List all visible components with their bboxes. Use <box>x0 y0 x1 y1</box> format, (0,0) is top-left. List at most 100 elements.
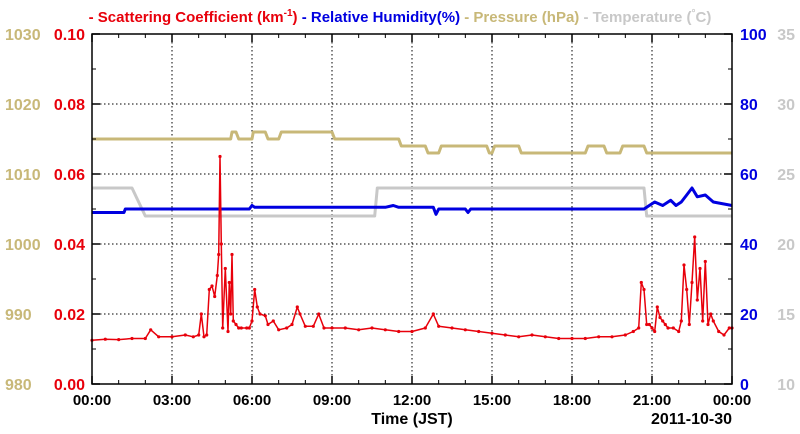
scattering-point <box>639 280 643 285</box>
pressure-tick-label: 980 <box>5 377 32 394</box>
scattering-point <box>143 336 147 341</box>
series-line-temperature <box>92 186 732 218</box>
legend-temperature: - Temperature (°C) <box>583 8 712 26</box>
x-tick-label: 12:00 <box>393 392 431 409</box>
scattering-point <box>149 328 153 332</box>
scattering-point <box>597 335 601 339</box>
humidity-tick-label: 100 <box>740 27 767 44</box>
scattering-point <box>103 337 107 341</box>
scattering-point <box>663 322 667 327</box>
scattering-tick-label: 0.04 <box>54 237 85 254</box>
scattering-point <box>202 335 206 339</box>
scattering-point <box>253 287 257 292</box>
scattering-point <box>218 154 222 159</box>
scattering-point <box>530 333 534 337</box>
scattering-point <box>637 326 641 330</box>
scattering-point <box>234 322 238 327</box>
scattering-point <box>450 326 454 330</box>
pressure-tick-label: 1030 <box>5 27 41 44</box>
temperature-tick-label: 25 <box>777 167 795 184</box>
series-line-scattering <box>91 155 732 342</box>
scattering-point <box>303 324 307 328</box>
scattering-point <box>237 326 241 330</box>
scattering-point <box>271 319 275 323</box>
scattering-point <box>258 312 262 316</box>
scattering-point <box>157 335 161 339</box>
pressure-tick-label: 1020 <box>5 97 41 114</box>
scattering-point <box>477 329 481 334</box>
label-group: 00:00 03:00 06:00 09:00 12:00 15:00 18:00 21:00… <box>5 27 795 428</box>
scattering-point <box>191 335 195 339</box>
pressure-tick-label: 1010 <box>5 167 41 184</box>
series-group <box>90 130 734 342</box>
scattering-point <box>631 329 635 334</box>
x-tick-label: 00:00 <box>713 392 751 409</box>
scattering-point <box>490 331 494 335</box>
scattering-point <box>709 312 713 316</box>
scattering-point <box>687 322 691 327</box>
scattering-point <box>666 326 670 330</box>
scattering-point <box>717 329 721 334</box>
scattering-point <box>658 315 662 320</box>
scattering-point <box>266 322 270 327</box>
scattering-point <box>298 312 302 316</box>
scattering-point <box>277 328 281 332</box>
scattering-tick-label: 0.00 <box>54 377 85 394</box>
scattering-tick-label: 0.02 <box>54 307 85 324</box>
scattering-point <box>210 284 214 288</box>
legend-scattering: - Scattering Coefficient (km-1) <box>88 8 298 26</box>
x-tick-label: 06:00 <box>233 392 271 409</box>
scattering-point <box>255 305 259 309</box>
scattering-point <box>197 333 201 337</box>
scattering-point <box>679 319 683 323</box>
legend-pressure: - Pressure (hPa) <box>464 9 580 26</box>
pressure-tick-label: 1000 <box>5 237 41 254</box>
scattering-point <box>183 333 187 337</box>
scattering-tick-label: 0.10 <box>54 27 85 44</box>
humidity-tick-label: 60 <box>740 167 758 184</box>
scattering-point <box>557 336 561 341</box>
legend: - Scattering Coefficient (km-1) - Relati… <box>0 4 800 28</box>
grid <box>92 34 732 384</box>
scattering-point <box>357 328 361 332</box>
humidity-tick-label: 40 <box>740 237 758 254</box>
scattering-point <box>645 322 649 327</box>
scattering-point <box>722 333 726 337</box>
scattering-point <box>221 326 225 330</box>
scattering-point <box>223 266 227 271</box>
scattering-point <box>295 305 299 309</box>
scattering-point <box>711 319 715 323</box>
scattering-point <box>682 263 686 267</box>
scattering-point <box>311 324 315 328</box>
scattering-point <box>653 329 657 334</box>
x-tick-label: 09:00 <box>313 392 351 409</box>
scattering-point <box>317 312 321 316</box>
scattering-tick-label: 0.06 <box>54 167 85 184</box>
scattering-point <box>130 336 134 341</box>
scattering-point <box>655 305 659 309</box>
scattering-point <box>698 266 702 271</box>
scattering-point <box>650 326 654 330</box>
temperature-tick-label: 20 <box>777 237 795 254</box>
scattering-point <box>431 312 435 316</box>
scattering-point <box>343 326 347 330</box>
scattering-point <box>215 273 219 278</box>
scattering-point <box>623 333 627 337</box>
scattering-point <box>701 319 705 323</box>
scattering-point <box>397 329 401 334</box>
scattering-point <box>703 259 707 264</box>
temperature-tick-label: 30 <box>777 97 795 114</box>
scattering-point <box>693 235 697 239</box>
scattering-point <box>239 326 243 330</box>
date-label: 2011-10-30 <box>651 411 732 428</box>
scattering-point <box>410 329 414 334</box>
scattering-point <box>290 322 294 327</box>
scattering-point <box>229 312 233 316</box>
scattering-point <box>205 333 209 337</box>
series-line-pressure <box>92 130 732 155</box>
temperature-tick-label: 15 <box>777 307 795 324</box>
scattering-point <box>517 335 521 339</box>
scattering-point <box>727 326 731 330</box>
scattering-point <box>330 326 334 330</box>
scattering-point <box>695 298 699 302</box>
